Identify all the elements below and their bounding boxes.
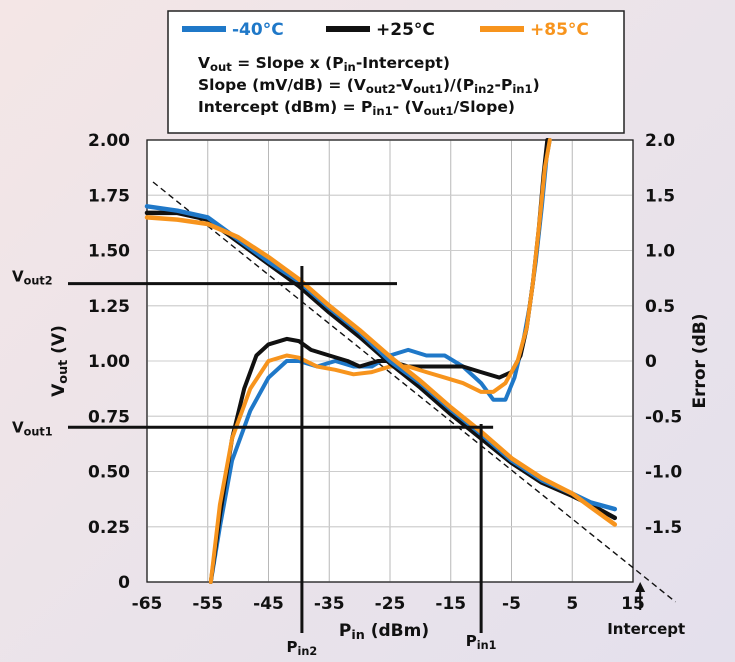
x-tick-label: -5 [502,594,521,614]
y-tick-label: 2.00 [88,131,130,151]
y-tick-label: 1.00 [88,352,130,372]
formula-line: Slope (mV/dB) = (Vout2-Vout1)/(Pin2-Pin1… [198,76,540,96]
y2-tick-label: -1.5 [645,518,682,538]
y2-tick-label: -1.0 [645,463,682,483]
y-tick-label: 1.50 [88,242,130,262]
vout2-label: Vout2 [12,268,53,288]
y2-tick-label: 0.5 [645,297,675,317]
x-tick-label: -25 [375,594,406,614]
gridlines [146,139,634,583]
y-tick-label: 0.25 [88,518,130,538]
ideal-transfer-line [152,181,676,603]
x-tick-label: 5 [566,594,578,614]
intercept-label: Intercept [607,620,685,638]
y-axis-title: Vout (V) [49,325,71,397]
x-tick-label: 15 [621,594,645,614]
ideal-line [152,181,676,603]
legend: -40°C +25°C +85°C Vout = Slope x (Pin-Inter… [167,10,625,134]
y2-tick-label: 1.0 [645,242,675,262]
y2-tick-label: 1.5 [645,186,675,206]
pin2-label: Pin2 [287,638,318,658]
y-tick-label: 1.25 [88,297,130,317]
legend-box [167,10,625,134]
series-vout-+85C [144,215,618,527]
x-tick-label: -55 [192,594,223,614]
series-error-+85C [208,138,552,584]
tick-labels: -65 -55 -45 -35 -25 -15 -5 5 1500.250.500.751.00… [49,131,710,643]
legend-label: +25°C [376,20,435,40]
intercept-arrow-head [635,582,646,592]
x-tick-label: -15 [435,594,466,614]
x-tick-label: -45 [253,594,284,614]
y2-axis-title: Error (dB) [690,313,710,408]
y2-tick-label: 2.0 [645,131,675,151]
annotations: Vout2 Vout1 Pin2 Pin1 Intercept [12,266,685,658]
series-layer [144,138,618,584]
y2-tick-label: -0.5 [645,407,682,427]
vout1-label: Vout1 [12,418,53,438]
y-tick-label: 0 [118,573,130,593]
y-tick-label: 0.50 [88,463,130,483]
x-tick-label: -65 [132,594,163,614]
formula-line: Intercept (dBm) = Pin1- (Vout1/Slope) [198,98,515,118]
legend-label: +85°C [530,20,589,40]
formula-line: Vout = Slope x (Pin-Intercept) [198,54,450,74]
pin1-label: Pin1 [466,632,497,652]
legend-label: -40°C [232,20,284,40]
plot-border [146,139,634,583]
y-tick-label: 0.75 [88,407,130,427]
x-axis-title: Pin (dBm) [339,621,429,643]
x-tick-label: -35 [314,594,345,614]
y2-tick-label: 0 [645,352,657,372]
y-tick-label: 1.75 [88,186,130,206]
